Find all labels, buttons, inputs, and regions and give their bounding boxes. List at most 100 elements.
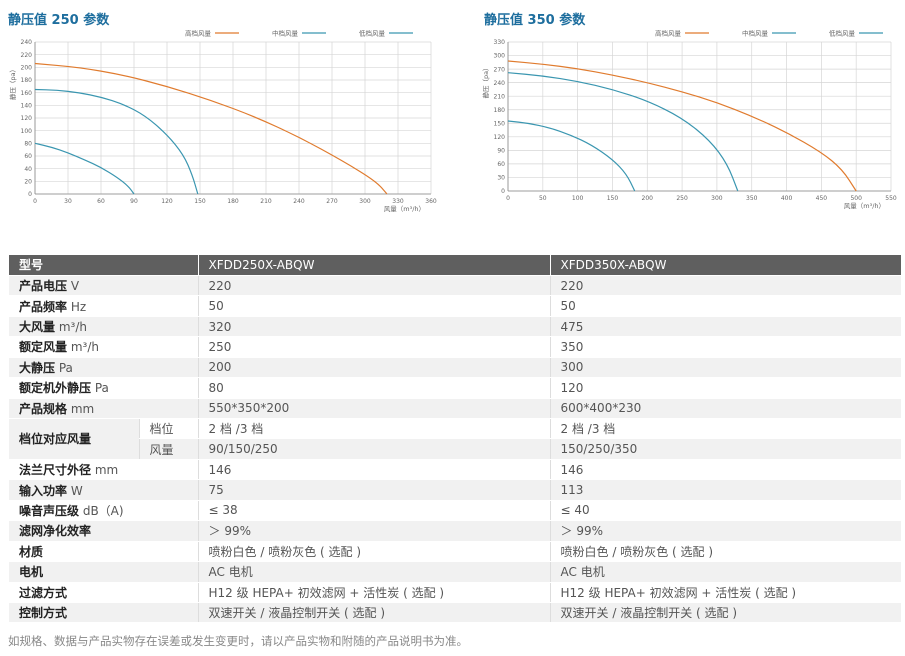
y-tick-label: 180 [494,107,506,114]
legend-label: 中档风量 [272,29,299,38]
table-row: 产品规格 mm 550*350*200 600*400*230 [9,398,902,420]
table-row: 风量 90/150/250 150/250/350 [9,438,902,460]
row-label-unit: m³/h [55,320,87,335]
row-label: 输入功率 W [9,479,199,501]
x-tick-label: 90 [130,198,138,205]
header-model-label: 型号 [9,255,199,276]
x-tick-label: 120 [161,198,173,205]
value-350: 喷粉白色 / 喷粉灰色 ( 选配 ) [549,541,902,563]
spec-table: 型号 XFDD250X-ABQW XFDD350X-ABQW 产品电压 V 220… [9,255,902,624]
y-tick-label: 180 [21,77,33,84]
x-tick-label: 0 [506,195,510,202]
legend-label: 中档风量 [742,29,769,38]
y-tick-label: 210 [494,93,506,100]
table-row: 过滤方式 H12 级 HEPA+ 初效滤网 + 活性炭 ( 选配 ) H12 级 H… [9,582,902,603]
y-tick-label: 90 [497,148,505,155]
x-tick-label: 330 [392,198,404,205]
sub-label-gear: 档位 [138,418,199,440]
value-250: 220 [197,275,551,297]
y-tick-label: 300 [494,53,506,60]
x-tick-label: 180 [227,198,239,205]
value-250: 550*350*200 [197,398,551,420]
value-250: 250 [197,336,551,358]
series-line-3 [507,120,636,192]
value-350: 350 [549,336,902,358]
value-350: AC 电机 [549,561,902,583]
row-label: 额定风量 m³/h [9,336,199,358]
sub-label-airflow: 风量 [138,438,199,460]
x-tick-label: 350 [746,195,758,202]
row-label-text: 产品规格 [19,401,68,416]
y-tick-label: 0 [28,191,32,198]
row-label-text: 材质 [19,544,44,559]
table-row: 产品频率 Hz 50 50 [9,295,902,317]
x-tick-label: 50 [539,195,547,202]
legend-label: 低档风量 [359,29,386,38]
value-350: 113 [549,479,902,501]
row-label-text: 电机 [19,565,44,580]
series-line-3 [34,142,135,195]
x-tick-label: 150 [607,195,619,202]
x-tick-label: 100 [572,195,584,202]
x-tick-label: 30 [64,198,72,205]
y-tick-label: 30 [497,175,505,182]
value-250: ＞ 99% [197,520,551,542]
chart-title-250: 静压值 250 参数 [8,13,110,28]
x-tick-label: 300 [359,198,371,205]
series-line-1 [34,62,388,195]
x-tick-label: 450 [816,195,828,202]
y-axis-label: 静压（pa） [8,66,17,100]
y-tick-label: 120 [494,134,506,141]
value-350: 双速开关 / 液晶控制开关 ( 选配 ) [549,602,902,624]
row-label: 大风量 m³/h [9,316,199,338]
series-line-1 [507,60,857,192]
y-tick-label: 150 [494,120,506,127]
row-label-unit: m³/h [67,340,99,355]
row-label-unit: mm [67,401,95,416]
value-250: ≤ 38 [197,500,551,522]
value-250: 90/150/250 [197,438,551,460]
row-label-text: 产品电压 [19,279,68,294]
x-axis-label: 风量（m³/h） [844,202,885,210]
y-tick-label: 120 [21,115,33,122]
x-tick-label: 300 [711,195,723,202]
row-label-text: 滤网净化效率 [19,524,92,539]
value-350: ≤ 40 [549,500,902,522]
row-label-unit: V [67,279,80,294]
table-row: 控制方式 双速开关 / 液晶控制开关 ( 选配 ) 双速开关 / 液晶控制开关 ( … [9,602,902,624]
legend-label: 低档风量 [829,29,856,38]
x-axis-label: 风量（m³/h） [384,205,425,213]
value-250: AC 电机 [197,561,551,583]
row-label-unit: mm [91,463,119,478]
row-label-unit: Hz [67,299,87,314]
y-axis-label: 静压（pa） [481,64,490,98]
row-label: 额定机外静压 Pa [9,377,199,399]
value-250: 75 [197,479,551,501]
x-tick-label: 240 [293,198,305,205]
value-350: 146 [549,459,902,481]
series-line-2 [34,88,199,195]
x-tick-label: 360 [425,198,437,205]
table-row: 大风量 m³/h 320 475 [9,316,902,338]
value-350: 50 [549,295,902,317]
x-tick-label: 400 [781,195,793,202]
y-tick-label: 140 [21,103,33,110]
row-label: 过滤方式 [9,582,199,603]
x-tick-label: 500 [850,195,862,202]
row-label-unit: Pa [55,360,73,375]
row-label-text: 大风量 [19,320,56,335]
table-row: 产品电压 V 220 220 [9,275,902,297]
row-label-text: 产品频率 [19,299,68,314]
y-tick-label: 0 [501,188,505,195]
table-row: 电机 AC 电机 AC 电机 [9,561,902,583]
row-label-text: 大静压 [19,360,56,375]
table-row: 额定风量 m³/h 250 350 [9,336,902,358]
x-tick-label: 550 [885,195,897,202]
table-header-row: 型号 XFDD250X-ABQW XFDD350X-ABQW [9,255,902,276]
value-250: 50 [197,295,551,317]
y-tick-label: 330 [494,39,506,46]
row-label-text: 额定风量 [19,340,68,355]
value-250: 2 档 /3 档 [197,418,551,440]
value-350: 2 档 /3 档 [549,418,902,440]
